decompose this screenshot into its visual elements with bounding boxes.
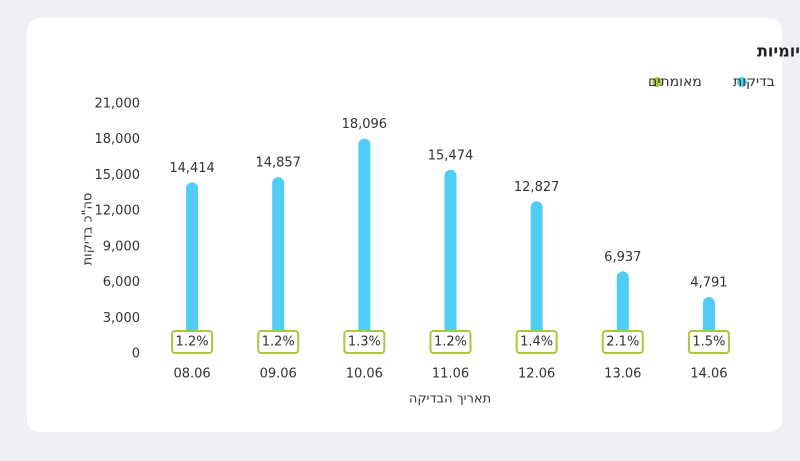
x-axis-label: תאריך הבדיקה xyxy=(409,392,491,407)
positivity-box xyxy=(429,330,472,354)
value-label: 15,474 xyxy=(428,148,474,163)
y-tick-label: 21,000 xyxy=(95,97,141,112)
y-tick-label: 3,000 xyxy=(103,311,140,326)
y-tick-label: 12,000 xyxy=(95,204,141,219)
positivity-box xyxy=(687,330,730,354)
bar xyxy=(444,169,457,354)
x-tick-label: 08.06 xyxy=(173,367,210,382)
y-tick-label: 15,000 xyxy=(95,168,141,183)
value-label: 14,414 xyxy=(169,161,215,176)
chart-title: בדיקות ותוצאות חיוביות יומיות xyxy=(757,42,800,61)
positivity-label: 1.2% xyxy=(434,335,467,350)
legend-marker xyxy=(652,77,662,87)
value-label: 6,937 xyxy=(604,250,641,265)
value-label: 4,791 xyxy=(690,275,727,290)
y-tick-label: 9,000 xyxy=(103,239,140,254)
positivity-label: 1.2% xyxy=(262,335,295,350)
bar xyxy=(272,177,285,354)
positivity-box xyxy=(257,330,300,354)
positivity-label: 1.3% xyxy=(348,335,381,350)
positivity-box xyxy=(601,330,644,354)
x-tick-label: 14.06 xyxy=(690,367,727,382)
x-tick-label: 12.06 xyxy=(518,367,555,382)
positivity-label: 1.4% xyxy=(520,335,553,350)
x-tick-label: 11.06 xyxy=(432,367,469,382)
bar xyxy=(530,201,543,354)
bar xyxy=(358,138,371,354)
value-label: 18,096 xyxy=(342,117,388,132)
legend-marker xyxy=(737,77,747,87)
positivity-label: 2.1% xyxy=(606,335,639,350)
y-tick-label: 6,000 xyxy=(103,275,140,290)
positivity-box xyxy=(515,330,558,354)
value-label: 12,827 xyxy=(514,180,560,195)
value-label: 14,857 xyxy=(255,156,301,171)
bar xyxy=(186,182,199,354)
positivity-label: 1.2% xyxy=(176,335,209,350)
legend-label: בדיקות xyxy=(733,74,775,90)
x-tick-label: 13.06 xyxy=(604,367,641,382)
x-tick-label: 10.06 xyxy=(346,367,383,382)
y-axis-label: סה"כ בדיקות xyxy=(81,193,96,266)
positivity-box xyxy=(171,330,214,354)
card xyxy=(27,18,782,432)
legend-label: מאומתים xyxy=(648,74,702,90)
positivity-box xyxy=(343,330,386,354)
y-tick-label: 0 xyxy=(132,347,140,362)
y-tick-label: 18,000 xyxy=(95,132,141,147)
x-tick-label: 09.06 xyxy=(260,367,297,382)
positivity-label: 1.5% xyxy=(692,335,725,350)
